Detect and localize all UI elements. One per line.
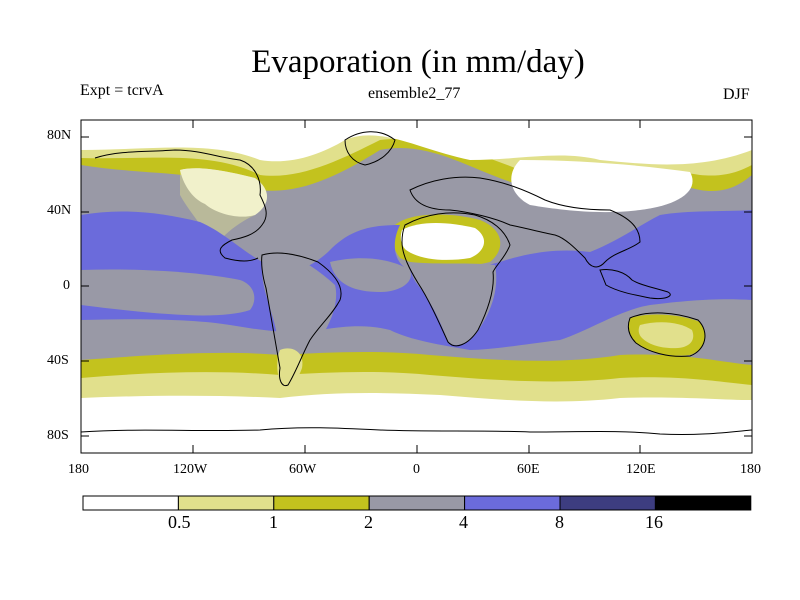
- legend-swatch-2: [273, 495, 370, 511]
- legend-swatch-1: [177, 495, 275, 511]
- australia-pale: [638, 322, 694, 349]
- coast-australia: [627, 312, 706, 357]
- legend-swatch-3: [368, 495, 466, 511]
- legend-label-16: 16: [645, 512, 663, 532]
- equatorial-atlantic-gray: [330, 258, 411, 292]
- equatorial-pacific-gray: [81, 269, 255, 316]
- coast-eurasia: [409, 176, 641, 268]
- coast-maritime: [599, 269, 671, 299]
- tick-marks: [81, 120, 752, 453]
- coast-south-america: [261, 252, 342, 387]
- legend-swatch-0: [82, 495, 179, 511]
- experiment-label: Expt = tcrvA: [80, 82, 164, 99]
- lon-tick-60e: 60E: [517, 462, 540, 477]
- sahara-white: [400, 223, 485, 260]
- antarctic-white: [81, 393, 752, 453]
- lon-tick-180w: 180: [68, 462, 89, 477]
- coast-africa: [401, 212, 511, 347]
- legend-label-2: 2: [364, 512, 373, 532]
- legend-label-8: 8: [555, 512, 564, 532]
- run-label: ensemble2_77: [368, 85, 461, 102]
- map-title: Evaporation (in mm/day): [251, 44, 585, 80]
- lon-tick-60w: 60W: [289, 462, 317, 477]
- map-field: [81, 120, 752, 453]
- coast-greenland: [344, 131, 396, 166]
- legend-swatch-5: [559, 495, 656, 511]
- legend-swatch-6: [654, 495, 752, 511]
- color-legend: [82, 495, 752, 511]
- season-label: DJF: [723, 86, 750, 103]
- north-america-white: [180, 168, 268, 217]
- arctic-white: [81, 120, 752, 165]
- lat-tick-40s: 40S: [47, 353, 69, 368]
- legend-swatch-4: [464, 495, 561, 511]
- lat-tick-0: 0: [63, 278, 70, 293]
- legend-label-0-5: 0.5: [168, 512, 191, 532]
- lat-tick-40n: 40N: [47, 203, 72, 218]
- legend-label-4: 4: [459, 512, 468, 532]
- africa-gray: [410, 262, 497, 346]
- lon-tick-120w: 120W: [173, 462, 208, 477]
- lon-tick-180e: 180: [740, 462, 761, 477]
- north-america-fringe: [180, 168, 268, 238]
- lat-tick-80n: 80N: [47, 128, 72, 143]
- coastlines: [81, 131, 752, 436]
- eurasia-white: [511, 160, 693, 213]
- coast-antarctica: [81, 427, 752, 436]
- coast-north-america: [94, 149, 267, 262]
- lon-tick-0: 0: [413, 462, 420, 477]
- legend-label-1: 1: [269, 512, 278, 532]
- patagonia-pale: [277, 348, 303, 386]
- lat-tick-80s: 80S: [47, 428, 69, 443]
- lon-tick-120e: 120E: [626, 462, 656, 477]
